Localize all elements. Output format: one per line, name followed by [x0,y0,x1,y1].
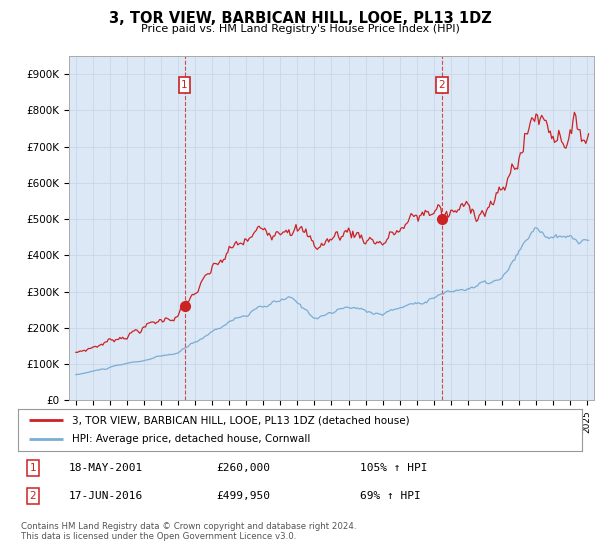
Text: 3, TOR VIEW, BARBICAN HILL, LOOE, PL13 1DZ (detached house): 3, TOR VIEW, BARBICAN HILL, LOOE, PL13 1… [71,415,409,425]
Text: 1: 1 [29,463,37,473]
Text: £499,950: £499,950 [216,491,270,501]
Text: 69% ↑ HPI: 69% ↑ HPI [360,491,421,501]
Text: 18-MAY-2001: 18-MAY-2001 [69,463,143,473]
Text: 105% ↑ HPI: 105% ↑ HPI [360,463,427,473]
Text: 2: 2 [439,80,445,90]
Text: 3, TOR VIEW, BARBICAN HILL, LOOE, PL13 1DZ: 3, TOR VIEW, BARBICAN HILL, LOOE, PL13 1… [109,11,491,26]
Text: 2: 2 [29,491,37,501]
Text: HPI: Average price, detached house, Cornwall: HPI: Average price, detached house, Corn… [71,435,310,445]
Text: £260,000: £260,000 [216,463,270,473]
Text: Contains HM Land Registry data © Crown copyright and database right 2024.
This d: Contains HM Land Registry data © Crown c… [21,522,356,542]
Text: 17-JUN-2016: 17-JUN-2016 [69,491,143,501]
Text: Price paid vs. HM Land Registry's House Price Index (HPI): Price paid vs. HM Land Registry's House … [140,24,460,34]
Text: 1: 1 [181,80,188,90]
